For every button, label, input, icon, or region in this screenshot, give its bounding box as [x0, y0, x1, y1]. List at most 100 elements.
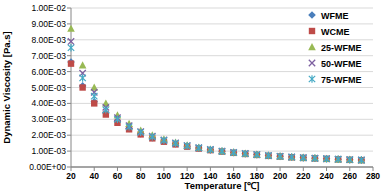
point [103, 106, 109, 113]
legend-marker [308, 43, 316, 50]
x-tick-label: 240 [319, 171, 333, 181]
point [242, 150, 248, 156]
point [276, 153, 284, 161]
point [311, 154, 319, 161]
legend-label: 25-WFME [321, 43, 362, 53]
point [288, 153, 296, 161]
point [207, 146, 215, 154]
point [253, 151, 261, 159]
point [300, 154, 308, 162]
point [230, 148, 238, 155]
grid-line [71, 167, 373, 168]
point [230, 149, 236, 156]
point [358, 157, 364, 163]
point [196, 144, 202, 151]
point [323, 155, 331, 162]
point [323, 155, 331, 163]
x-tick-label: 200 [273, 171, 287, 181]
chart: 0.00E+001.00E-032.00E-033.00E-034.00E-03… [0, 0, 388, 191]
point [335, 156, 341, 163]
point [79, 84, 85, 90]
point [254, 151, 260, 157]
point [114, 116, 120, 123]
point [230, 149, 238, 157]
point [276, 152, 284, 159]
legend-marker [309, 75, 315, 82]
legend-label: WCME [321, 27, 350, 37]
point [67, 58, 75, 66]
point [68, 38, 74, 44]
point [323, 156, 329, 162]
point [196, 145, 202, 151]
grid-line [71, 103, 373, 104]
legend-label: 50-WFME [321, 59, 362, 69]
point [265, 152, 273, 160]
x-tick-label: 20 [66, 171, 76, 181]
y-axis-title: Dynamic Viscosity [Pa.s] [1, 31, 12, 143]
point [91, 100, 97, 106]
y-tick-label: 6.00E-03 [32, 67, 67, 77]
legend-marker [308, 11, 316, 19]
point [161, 137, 167, 144]
point [207, 146, 213, 153]
legend-label: WFME [321, 11, 349, 21]
point [277, 153, 283, 160]
point [207, 146, 213, 152]
point [184, 142, 190, 148]
point [68, 44, 74, 51]
x-tick-label: 260 [343, 171, 357, 181]
legend-marker [309, 28, 315, 34]
legend: WFME WCME 25-WFME 50-WFME 75-WFME [308, 11, 361, 85]
x-tick-label: 40 [89, 171, 99, 181]
point [126, 123, 132, 130]
x-tick-label: 220 [296, 171, 310, 181]
point [312, 155, 318, 161]
plot-points [67, 25, 365, 164]
grid-line [71, 71, 373, 72]
point [79, 74, 85, 81]
point [79, 61, 87, 68]
tick-mark [67, 23, 71, 24]
point [79, 82, 87, 90]
point [137, 129, 143, 136]
point [91, 93, 97, 100]
point [358, 156, 366, 163]
point [347, 156, 353, 163]
y-tick-label: 7.00E-03 [32, 51, 67, 61]
point [265, 152, 271, 159]
point [218, 147, 226, 154]
point [68, 60, 74, 66]
point [230, 149, 236, 155]
point [334, 155, 342, 162]
x-axis-title: Temperature [℃] [185, 180, 260, 191]
grid-line [71, 87, 373, 88]
point [277, 153, 283, 159]
series [67, 58, 365, 164]
tick-mark [67, 8, 71, 9]
point [311, 154, 319, 162]
tick-mark [67, 87, 71, 88]
point [184, 142, 190, 149]
y-tick-label: 9.00E-03 [32, 19, 67, 29]
point [219, 148, 225, 154]
point [358, 157, 364, 163]
point [253, 150, 261, 157]
point [195, 143, 203, 150]
legend-label: 75-WFME [321, 75, 362, 85]
point [358, 156, 366, 164]
x-tick-label: 80 [136, 171, 146, 181]
point [254, 151, 260, 158]
point [265, 151, 273, 158]
series [67, 25, 365, 164]
point [300, 154, 306, 161]
point [346, 156, 354, 164]
point [219, 148, 225, 155]
point [218, 147, 226, 155]
point [335, 156, 341, 162]
tick-mark [67, 167, 71, 168]
x-axis [71, 167, 373, 168]
point [67, 25, 75, 32]
point [242, 150, 248, 157]
point [323, 155, 329, 162]
point [288, 153, 296, 160]
